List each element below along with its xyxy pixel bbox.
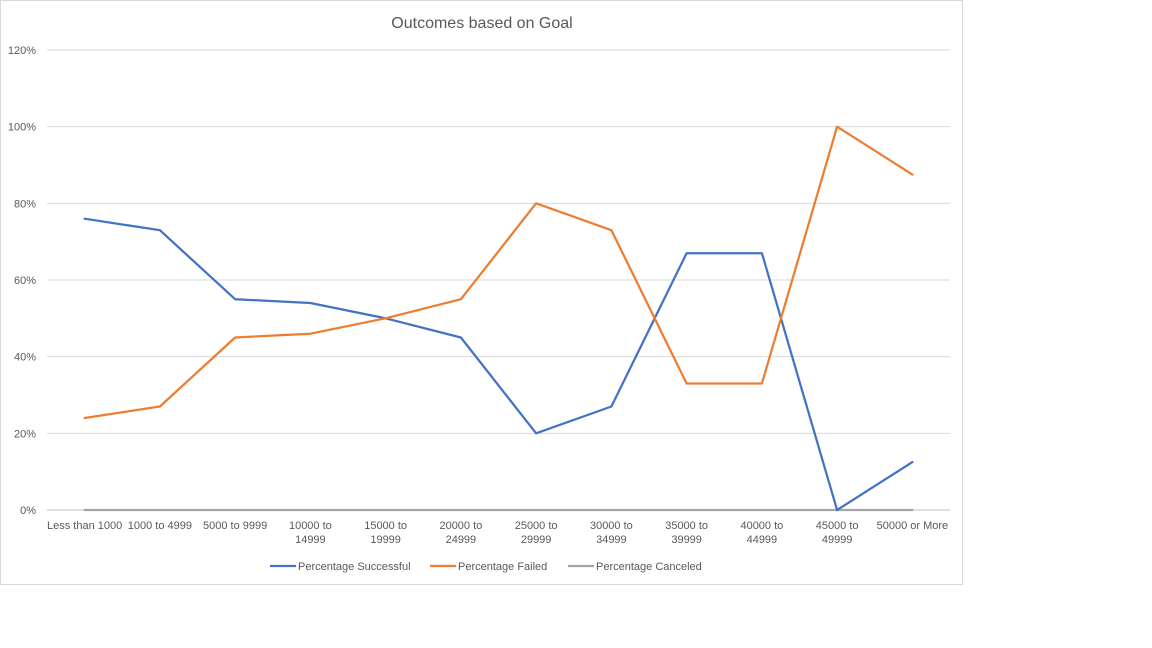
y-tick-label: 120% [8,45,36,57]
legend-label: Percentage Failed [458,561,547,573]
legend-label: Percentage Successful [298,561,411,573]
x-tick-label: 40000 to 44999 [740,520,783,546]
y-axis-ticks: 0% 20% 40% 60% 80% 100% 120% [8,45,36,517]
x-tick-label: Less than 1000 [47,520,122,532]
chart-area [0,0,963,585]
x-axis-ticks: Less than 1000 1000 to 4999 5000 to 9999 10… [47,520,948,546]
chart-title: Outcomes based on Goal [391,15,572,32]
legend-label: Percentage Canceled [596,561,702,573]
gridlines [47,49,950,511]
y-tick-label: 40% [14,352,36,364]
series-line-percentage-failed [83,125,914,420]
legend: Percentage Successful Percentage Failed Pe… [270,561,702,573]
y-tick-label: 20% [14,428,36,440]
x-tick-label: 45000 to 49999 [816,520,859,546]
series-line-percentage-successful [83,217,914,512]
x-tick-label: 25000 to 29999 [515,520,558,546]
x-tick-label: 10000 to 14999 [289,520,332,546]
x-tick-label: 5000 to 9999 [203,520,267,532]
x-tick-label: 30000 to 34999 [590,520,633,546]
y-tick-label: 80% [14,198,36,210]
y-tick-label: 0% [20,505,36,517]
y-tick-label: 60% [14,275,36,287]
x-tick-label: 35000 to 39999 [665,520,708,546]
series-lines [83,125,914,512]
x-tick-label: 50000 or More [877,520,949,532]
x-tick-label: 1000 to 4999 [128,520,192,532]
x-tick-label: 15000 to 19999 [364,520,407,546]
y-tick-label: 100% [8,122,36,134]
x-tick-label: 20000 to 24999 [439,520,482,546]
